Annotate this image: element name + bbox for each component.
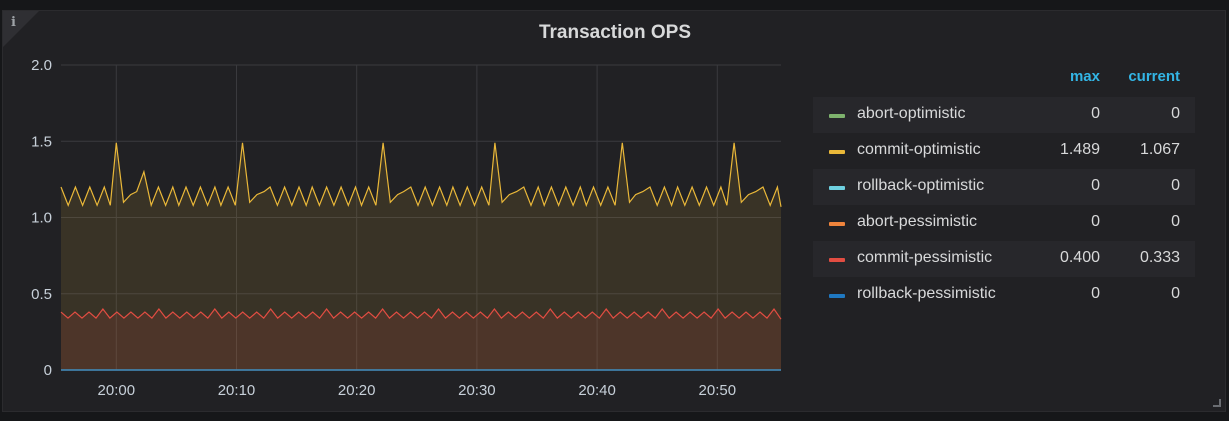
legend-header-max[interactable]: max <box>1069 68 1100 85</box>
legend-max: 0 <box>1091 285 1100 302</box>
y-tick-label: 2.0 <box>31 57 52 74</box>
info-icon[interactable]: i <box>11 15 16 30</box>
legend-swatch[interactable] <box>829 258 845 262</box>
legend-item-commit-optimistic[interactable]: commit-optimistic 1.489 1.067 <box>813 133 1195 169</box>
legend-item-abort-optimistic[interactable]: abort-optimistic 0 0 <box>813 97 1195 133</box>
legend-item-rollback-pessimistic[interactable]: rollback-pessimistic 0 0 <box>813 277 1195 313</box>
y-axis-ticks: 2.0 1.5 1.0 0.5 0 <box>31 57 52 379</box>
legend-current: 1.067 <box>1139 141 1180 158</box>
chart-plot-area: 2.01.51.00.50 20:00 20:10 20:20 20:30 20:40 2… <box>31 57 782 399</box>
legend-current: 0 <box>1171 213 1180 230</box>
legend-label[interactable]: abort-pessimistic <box>857 213 978 230</box>
legend-header-current[interactable]: current <box>1128 68 1180 85</box>
legend-max: 0.400 <box>1059 249 1100 266</box>
y-tick-label: 1.5 <box>31 133 52 150</box>
x-tick-label: 20:20 <box>338 382 376 399</box>
legend-max: 0 <box>1091 105 1100 122</box>
legend-item-commit-pessimistic[interactable]: commit-pessimistic 0.400 0.333 <box>813 241 1195 277</box>
legend-swatch[interactable] <box>829 114 845 118</box>
chart-areas <box>61 142 781 370</box>
x-axis-ticks: 20:00 20:10 20:20 20:30 20:40 20:50 <box>98 382 737 399</box>
x-tick-label: 20:00 <box>98 382 136 399</box>
legend-label[interactable]: commit-optimistic <box>857 141 981 158</box>
legend-swatch[interactable] <box>829 222 845 226</box>
legend-current: 0.333 <box>1139 249 1180 266</box>
x-tick-label: 20:30 <box>458 382 496 399</box>
legend-max: 0 <box>1091 177 1100 194</box>
info-corner <box>3 11 39 47</box>
y-tick-label: 1.0 <box>31 210 52 227</box>
legend-item-rollback-optimistic[interactable]: rollback-optimistic 0 0 <box>813 169 1195 205</box>
legend-label[interactable]: abort-optimistic <box>857 105 966 122</box>
legend-swatch[interactable] <box>829 294 845 298</box>
graph-panel: i Transaction OPS 2.0 1.5 1.0 0.5 0 20:00 20:… <box>2 10 1226 412</box>
legend-label[interactable]: rollback-pessimistic <box>857 285 996 302</box>
legend-current: 0 <box>1171 105 1180 122</box>
x-tick-label: 20:40 <box>578 382 616 399</box>
panel-title[interactable]: Transaction OPS <box>538 22 692 43</box>
series-line-commit-optimistic <box>60 142 782 208</box>
series-area-commit-pessimistic <box>61 309 781 370</box>
legend-max: 0 <box>1091 213 1100 230</box>
chart-lines <box>60 142 782 371</box>
y-tick-label: 0 <box>44 362 52 379</box>
legend-header: max current <box>813 63 1195 97</box>
legend-swatch[interactable] <box>829 150 845 154</box>
legend-table: max current abort-optimistic 0 0 commit-… <box>813 63 1195 313</box>
y-tick-label: 0.5 <box>31 286 52 303</box>
legend-item-abort-pessimistic[interactable]: abort-pessimistic 0 0 <box>813 205 1195 241</box>
series-line-commit-pessimistic <box>60 307 782 320</box>
x-tick-label: 20:10 <box>218 382 256 399</box>
x-tick-label: 20:50 <box>699 382 737 399</box>
resize-handle-icon[interactable] <box>1213 399 1221 407</box>
legend-swatch[interactable] <box>829 186 845 190</box>
legend-current: 0 <box>1171 285 1180 302</box>
legend-label[interactable]: rollback-optimistic <box>857 177 985 194</box>
legend-current: 0 <box>1171 177 1180 194</box>
legend-label[interactable]: commit-pessimistic <box>857 249 993 266</box>
legend-max: 1.489 <box>1059 141 1100 158</box>
